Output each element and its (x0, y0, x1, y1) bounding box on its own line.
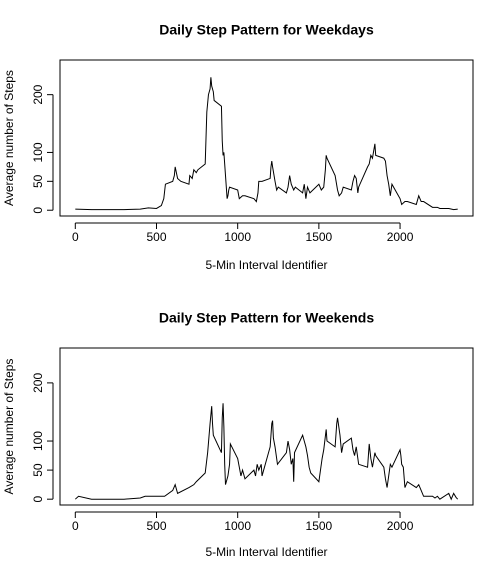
x-axis-label: 5-Min Interval Identifier (205, 258, 327, 272)
data-line (74, 403, 459, 501)
x-tick-label: 0 (72, 519, 79, 533)
y-tick-label: 0 (31, 496, 45, 503)
chart-title: Daily Step Pattern for Weekends (159, 310, 374, 326)
y-axis-label: Average number of Steps (2, 359, 16, 495)
x-tick-label: 1500 (306, 519, 333, 533)
x-tick-label: 500 (146, 230, 166, 244)
y-tick-label: 100 (31, 431, 45, 451)
y-tick-label: 200 (31, 84, 45, 104)
plot-box (59, 59, 474, 217)
x-tick-label: 2000 (387, 230, 414, 244)
x-tick-label: 1500 (306, 230, 333, 244)
x-tick-label: 1000 (224, 519, 251, 533)
x-tick-label: 0 (72, 230, 79, 244)
x-tick-label: 500 (146, 519, 166, 533)
y-tick-label: 50 (31, 174, 45, 188)
y-tick-label: 200 (31, 373, 45, 393)
plot-box (59, 347, 474, 506)
y-tick-label: 0 (31, 207, 45, 214)
chart-title: Daily Step Pattern for Weekdays (159, 22, 374, 38)
x-tick-label: 2000 (387, 519, 414, 533)
y-tick-label: 50 (31, 463, 45, 477)
x-tick-label: 1000 (224, 230, 251, 244)
x-axis-label: 5-Min Interval Identifier (205, 545, 327, 559)
y-tick-label: 100 (31, 142, 45, 162)
data-line (75, 77, 458, 211)
y-axis-label: Average number of Steps (2, 70, 16, 206)
